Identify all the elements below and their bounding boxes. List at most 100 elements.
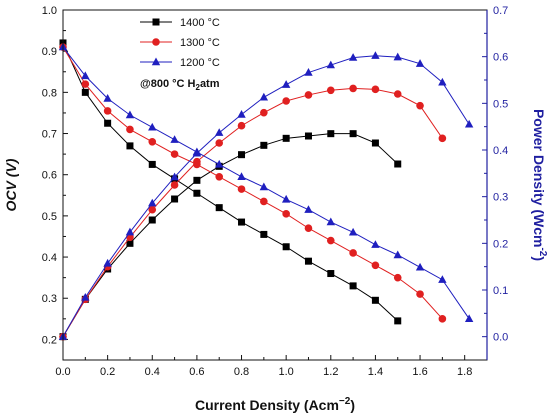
y-left-tick-label: 0.5 (42, 211, 57, 223)
ocv-point (103, 94, 112, 102)
ocv-point (304, 257, 312, 265)
power-point (192, 148, 202, 157)
power-point (193, 157, 201, 166)
power-point (371, 51, 380, 59)
power-point (464, 119, 474, 128)
ocv-point (237, 185, 246, 193)
series-0 (59, 39, 402, 341)
ocv-point (394, 317, 402, 325)
ocv-point (81, 80, 90, 88)
ocv-point (349, 249, 357, 257)
power-point (438, 77, 447, 86)
ocv-point (125, 110, 135, 119)
x-tick-label: 1.0 (279, 366, 294, 378)
power-point (215, 128, 224, 136)
ocv-point (81, 71, 90, 80)
power-point (148, 198, 157, 207)
power-point (282, 97, 290, 105)
y-right-tick-label: 0.0 (493, 332, 508, 344)
y-left-tick-label: 0.6 (42, 170, 57, 182)
series-2 (58, 42, 474, 340)
y-left-tick-label: 0.7 (42, 129, 57, 141)
ocv-point (148, 160, 156, 168)
power-point (260, 108, 268, 117)
ocv-point (215, 204, 223, 212)
ocv-point (326, 217, 335, 226)
ocv-point (304, 224, 313, 233)
ocv-point (170, 150, 179, 158)
power-point (415, 59, 425, 67)
ocv-point (281, 194, 291, 203)
y-left-tick-label: 0.3 (42, 293, 57, 305)
y-right-tick-label: 0.1 (493, 285, 508, 297)
power-point (126, 239, 134, 247)
x-tick-label: 1.6 (412, 366, 427, 378)
ocv-line (62, 42, 399, 322)
ocv-point (464, 314, 474, 323)
y-right-tick-label: 0.7 (493, 5, 508, 17)
legend-label: 1400 °C (180, 17, 220, 29)
ocv-point (148, 122, 157, 131)
power-point (348, 53, 358, 61)
x-tick-label: 0.6 (189, 366, 204, 378)
power-point (326, 86, 335, 95)
x-tick-label: 1.8 (457, 366, 472, 378)
power-point (238, 151, 246, 159)
power-point (371, 139, 379, 147)
y-left-tick-label: 1.0 (42, 5, 57, 17)
power-point (148, 205, 157, 214)
power-point (304, 132, 312, 140)
ocv-point (215, 159, 224, 168)
y-axis-left-title: OCV (V) (3, 158, 19, 211)
ocv-point (327, 270, 335, 278)
power-point (193, 176, 201, 184)
ocv-point (260, 197, 268, 206)
y-right-tick-label: 0.3 (493, 192, 508, 204)
ocv-point (393, 250, 402, 259)
power-point (304, 68, 313, 76)
y-left-tick-label: 0.8 (42, 87, 57, 99)
power-point (237, 110, 246, 118)
ocv-point (259, 182, 269, 191)
ocv-point (81, 88, 89, 96)
ocv-point (438, 275, 447, 283)
series-1 (59, 43, 447, 341)
power-point (125, 227, 135, 236)
ocv-point (103, 107, 112, 115)
annotation-text: @800 °C H2atm (140, 78, 220, 92)
ocv-point (371, 296, 379, 304)
ocv-point (170, 135, 179, 143)
power-point (349, 130, 357, 138)
y-right-tick-label: 0.4 (493, 145, 508, 157)
power-point (260, 141, 268, 149)
ocv-point (126, 142, 134, 150)
power-point (170, 172, 179, 181)
power-point (281, 80, 291, 88)
ocv-point (238, 218, 246, 226)
y-right-tick-label: 0.2 (493, 238, 508, 250)
ocv-point (304, 205, 313, 213)
legend-label: 1300 °C (180, 37, 220, 49)
power-point (282, 134, 290, 142)
y-left-tick-label: 0.4 (42, 252, 57, 264)
ocv-point (193, 189, 201, 197)
power-point (103, 258, 112, 267)
ocv-point (348, 227, 358, 236)
legend: 1400 °C 1300 °C 1200 °C (140, 17, 220, 69)
y-axis-right-title: Power Density (Wcm-2) (531, 109, 548, 261)
x-tick-label: 1.4 (368, 366, 383, 378)
plot-frame (62, 9, 488, 361)
legend-label: 1200 °C (180, 57, 220, 69)
power-point (349, 84, 357, 93)
ocv-point (416, 290, 424, 298)
y-left-tick-label: 0.9 (42, 46, 57, 58)
power-point (393, 90, 402, 98)
ocv-point (282, 210, 290, 218)
ocv-point (282, 243, 290, 251)
ocv-point (260, 230, 268, 238)
power-point (327, 130, 335, 138)
y-right-tick-label: 0.6 (493, 52, 508, 64)
x-tick-label: 1.2 (323, 366, 338, 378)
ocv-point (415, 262, 425, 271)
